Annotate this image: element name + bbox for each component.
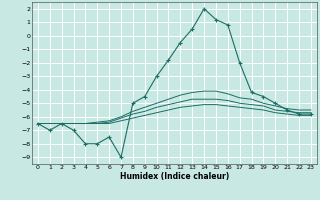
X-axis label: Humidex (Indice chaleur): Humidex (Indice chaleur) xyxy=(120,172,229,181)
